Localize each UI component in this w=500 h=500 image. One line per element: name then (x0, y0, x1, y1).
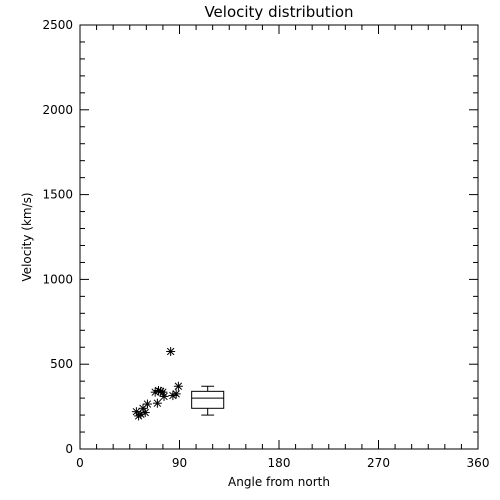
y-tick-label: 0 (65, 442, 73, 456)
y-tick-label: 2000 (42, 103, 73, 117)
y-tick-label: 1500 (42, 188, 73, 202)
y-tick-label: 1000 (42, 272, 73, 286)
x-tick-label: 360 (467, 456, 490, 470)
data-point (166, 346, 176, 356)
data-point (142, 399, 152, 409)
y-tick-label: 500 (50, 357, 73, 371)
asterisk-stroke (172, 390, 180, 398)
x-tick-label: 180 (268, 456, 291, 470)
asterisk-stroke (132, 407, 141, 416)
x-tick-label: 90 (172, 456, 187, 470)
data-point (140, 408, 150, 418)
x-axis-label: Angle from north (228, 475, 330, 489)
asterisk-stroke (143, 400, 152, 408)
data-point (159, 391, 169, 401)
data-point (171, 389, 181, 399)
data-point (173, 381, 183, 391)
asterisk-stroke (166, 347, 175, 356)
asterisk-stroke (141, 408, 149, 417)
asterisk-stroke (174, 382, 183, 390)
chart-title: Velocity distribution (204, 3, 353, 21)
x-tick-label: 0 (76, 456, 84, 470)
axes: 0 90 180 270 360 0 500 1000 1500 2000 2500 (42, 18, 489, 470)
asterisk-stroke (159, 388, 167, 396)
plot-frame (79, 24, 479, 450)
data-marks (131, 346, 225, 421)
asterisk-stroke (153, 399, 162, 407)
x-tick-label: 270 (367, 456, 390, 470)
asterisk-stroke (160, 392, 168, 401)
y-tick-label: 2500 (42, 18, 73, 32)
box-iqr (191, 390, 225, 409)
y-axis-label: Velocity (km/s) (20, 192, 34, 281)
data-point (152, 398, 162, 408)
